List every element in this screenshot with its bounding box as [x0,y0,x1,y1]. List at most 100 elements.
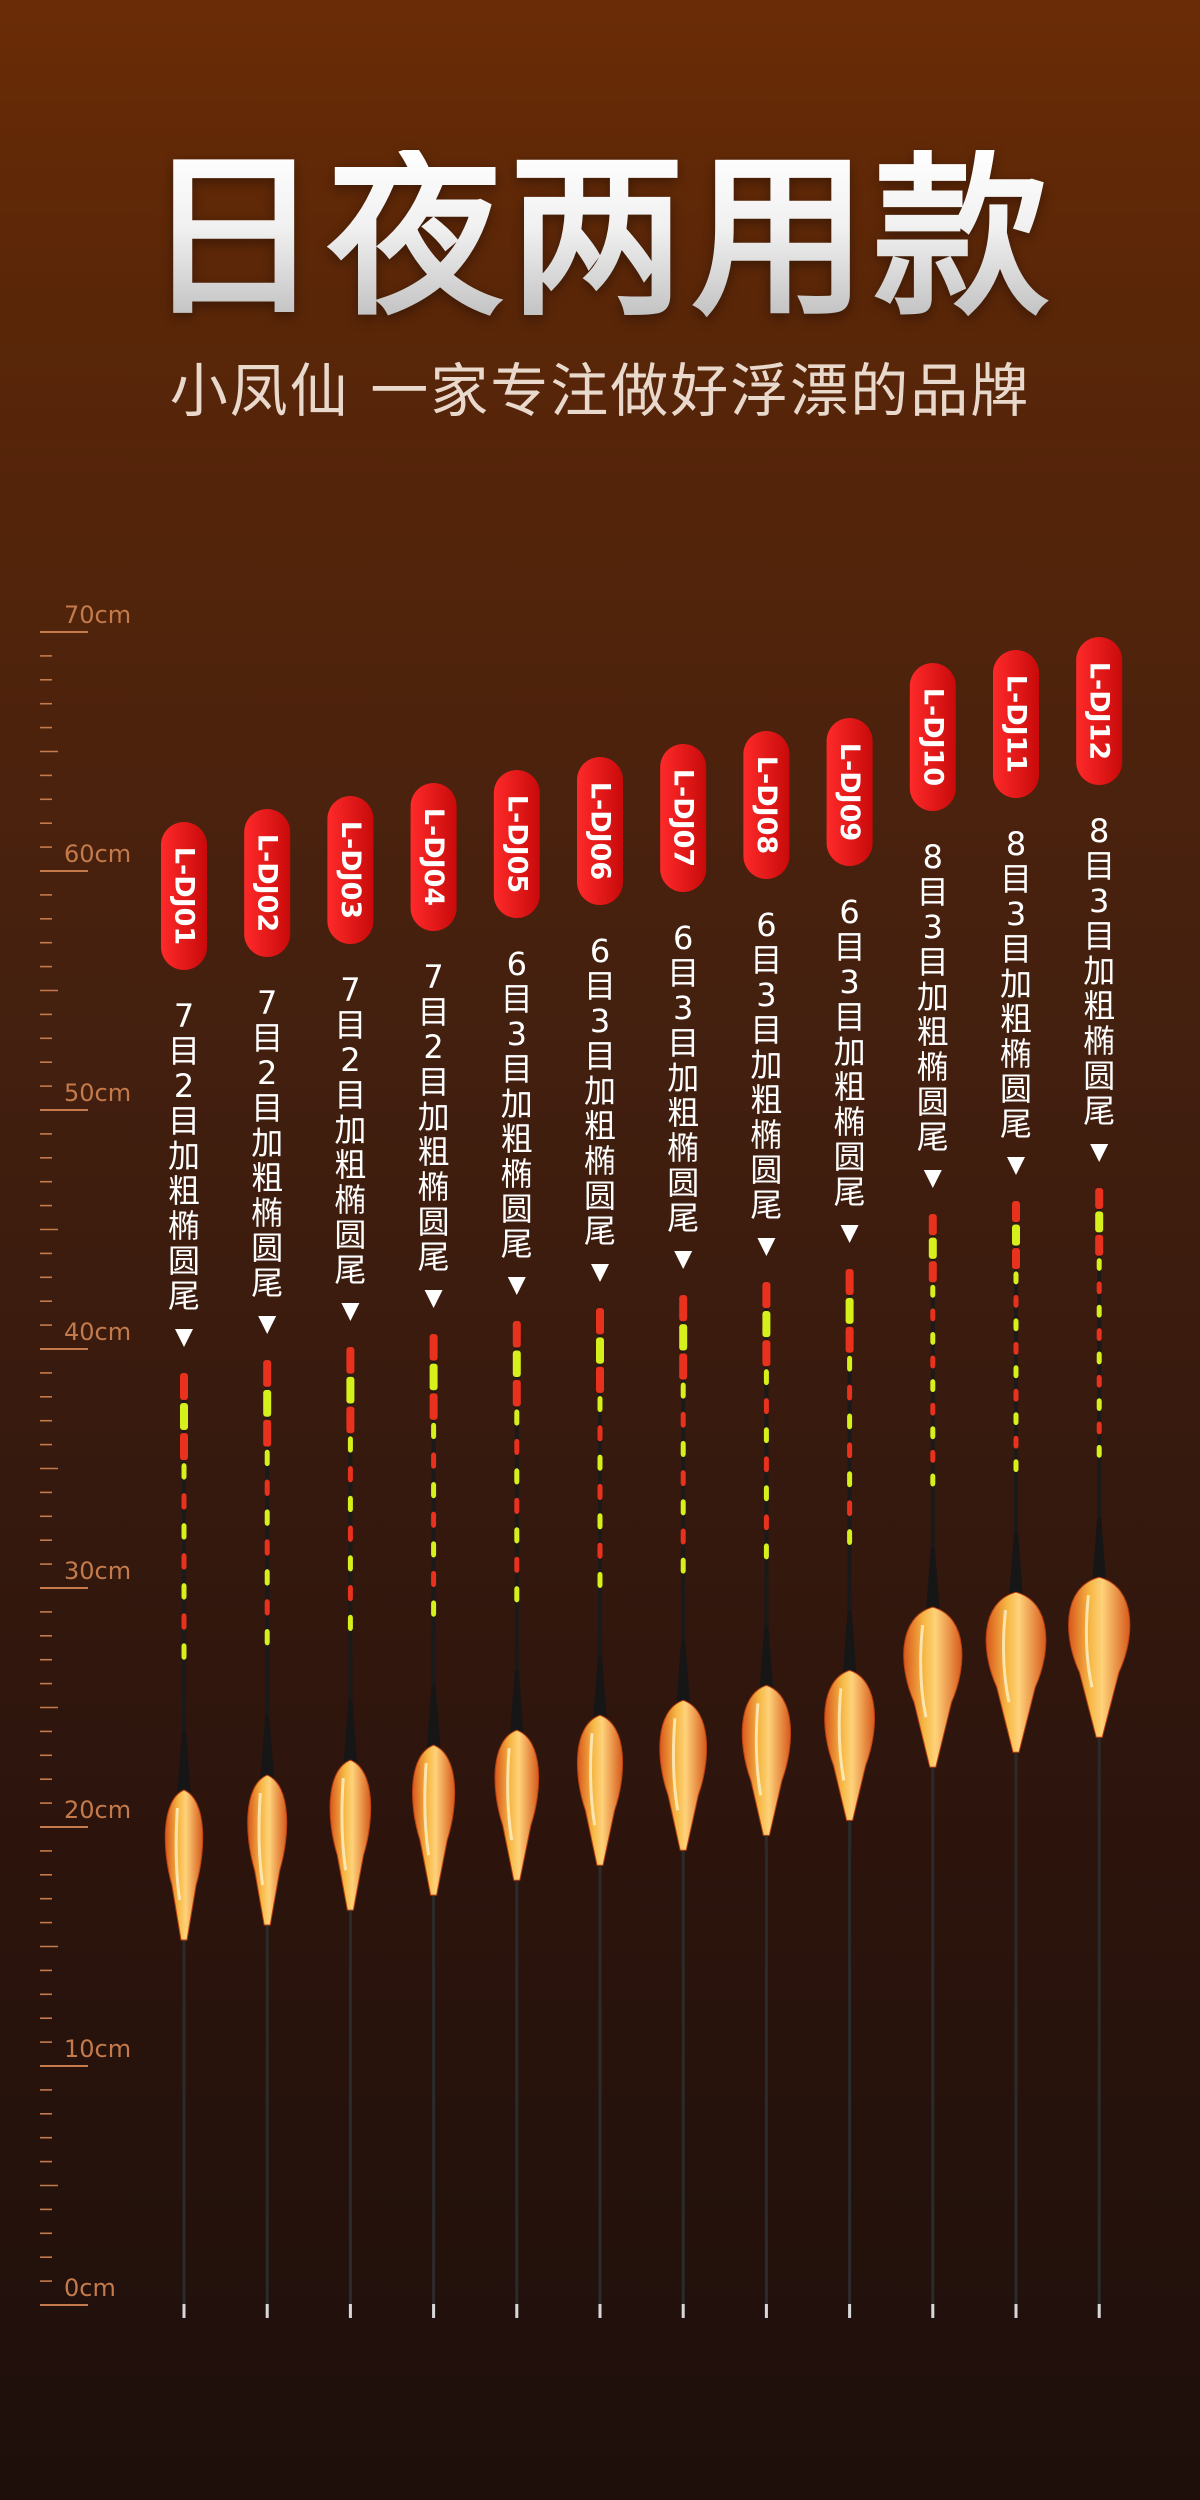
body-highlight [257,1792,265,1886]
antenna-segment [762,1311,771,1338]
pointer-arrow [341,1303,360,1321]
antenna-segment [763,1485,769,1502]
antenna-segment [180,1433,188,1461]
float-item: L-DJ02 7 目 2 目加粗椭圆尾 [244,809,291,2318]
antenna-segment [597,1483,603,1501]
antenna-segment [597,1571,603,1589]
antenna-segment [431,1541,437,1558]
model-badge [161,822,207,970]
float-body [741,1684,791,1836]
antenna-segment [930,1426,936,1440]
antenna-segment [1012,1247,1020,1270]
antenna-segment [762,1340,771,1367]
antenna-segment [514,1409,520,1426]
float-item: L-DJ12 8 目 3 目加粗椭圆尾 [1068,637,1131,2318]
float-body [659,1699,707,1851]
antenna-segment [680,1499,686,1516]
float-item: L-DJ05 6 目 3 目加粗椭圆尾 [493,770,540,2318]
float-shoulder [842,1610,857,1677]
antenna-segment [1013,1435,1019,1449]
body-highlight [1002,1610,1011,1703]
antenna-segment [1013,1412,1019,1426]
antenna-segment [1096,1304,1102,1318]
brand-tagline: 小凤仙 一家专注做好浮漂的品牌 [169,357,1031,425]
model-number: L-DJ06 [585,782,616,880]
ruler-label: 70cm [64,601,131,629]
model-number: L-DJ04 [418,808,449,906]
antenna-segment [847,1442,853,1459]
model-number: L-DJ09 [834,743,865,841]
antenna-segment [1096,1351,1102,1365]
float-item: L-DJ10 8 目 3 目加粗椭圆尾 [903,663,963,2318]
antenna-segment [514,1497,520,1514]
antenna-segment [763,1398,769,1415]
antenna-segment [1095,1234,1104,1256]
model-badge [1076,637,1123,785]
antenna-segment [679,1353,688,1380]
float-body [412,1744,456,1896]
antenna-segment [431,1452,437,1469]
antenna-segment [1096,1328,1102,1341]
antenna-segment [1096,1258,1102,1271]
antenna-segment [346,1376,355,1404]
antenna-segment [263,1360,272,1387]
antenna-segment [679,1324,688,1351]
antenna-segment [347,1584,353,1602]
antenna-segment [264,1539,270,1556]
float-body [576,1714,624,1866]
float-body [494,1729,540,1881]
float-item: L-DJ01 7 目 2 目加粗椭圆尾 [161,822,207,2318]
antenna-segment [1013,1271,1019,1285]
antenna-segment [930,1355,936,1369]
antenna-segment [1095,1188,1104,1210]
antenna-segment [429,1363,438,1391]
antenna-segment [347,1465,353,1483]
model-badge [493,770,540,918]
float-body [824,1669,875,1821]
antenna-segment [1012,1201,1020,1223]
antenna-segment [347,1555,353,1572]
model-badge [244,809,291,957]
float-spec: 6 目 3 目加粗椭圆尾 [584,932,616,1250]
float-shoulder [1092,1517,1107,1584]
model-number: L-DJ12 [1084,662,1115,760]
pointer-arrow [1007,1157,1025,1175]
body-highlight [589,1733,597,1826]
antenna-segment [431,1600,437,1617]
antenna-segment [1095,1211,1104,1233]
antenna-segment [347,1495,353,1513]
antenna-segment [514,1556,520,1573]
antenna-segment [680,1557,686,1574]
antenna-segment [763,1369,769,1386]
model-badge [660,744,707,892]
model-badge [826,718,873,866]
model-number: L-DJ01 [169,847,200,945]
float-spec: 8 目 3 目加粗椭圆尾 [1083,812,1115,1130]
antenna-segment [930,1449,936,1463]
model-badge [743,731,790,879]
float-body [1068,1576,1131,1738]
antenna-segment [1096,1281,1102,1295]
antenna-segment [930,1331,936,1345]
model-number: L-DJ03 [335,821,366,919]
float-shoulder [676,1640,691,1707]
antenna-segment [930,1284,936,1298]
float-shoulder [426,1685,441,1752]
antenna-segment [180,1403,188,1431]
pointer-arrow [175,1329,193,1347]
antenna-segment [845,1297,854,1324]
antenna-segment [763,1456,769,1473]
pointer-arrow [258,1316,277,1334]
ruler-label: 10cm [64,2035,131,2063]
antenna-segment [597,1395,603,1413]
antenna-segment [680,1440,686,1457]
antenna-segment [930,1402,936,1416]
float-shoulder [593,1655,607,1722]
antenna-segment [928,1237,937,1259]
antenna-segment [346,1347,355,1374]
float-item: L-DJ06 6 目 3 目加粗椭圆尾 [576,757,624,2318]
antenna-segment [264,1449,270,1467]
float-item: L-DJ08 6 目 3 目加粗椭圆尾 [741,731,791,2318]
